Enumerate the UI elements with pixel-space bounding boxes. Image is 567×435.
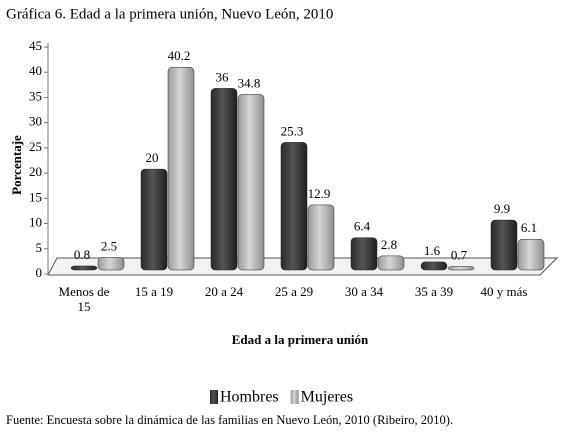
data-label: 9.9 [494,201,510,216]
data-label: 25.3 [281,123,304,138]
bar [377,255,405,271]
bar [140,168,168,271]
y-tick-label: 30 [29,114,42,129]
y-tick-label: 25 [29,139,42,154]
x-tick-label: Menos de 15 [58,284,110,314]
bar [420,261,448,271]
data-label: 2.5 [101,238,117,253]
x-tick-label: 25 a 29 [274,284,314,299]
legend-label: Hombres [220,389,279,406]
bar [70,265,98,271]
y-axis-title: Porcentaje [9,135,24,195]
bar [517,238,545,271]
legend-swatch [290,390,299,404]
bar [210,88,238,271]
y-tick-label: 45 [29,38,42,53]
data-label: 40.2 [168,48,191,63]
bar [447,266,475,271]
x-tick-label: 15 a 19 [134,284,174,299]
x-tick-label: 30 a 34 [344,284,384,299]
data-label: 6.4 [354,219,371,234]
x-axis-title: Edad a la primera unión [232,332,369,347]
y-tick-label: 40 [29,63,42,78]
y-tick-label: 35 [29,88,42,103]
data-label: 12.9 [308,186,331,201]
data-label: 0.7 [451,247,468,262]
legend-label: Mujeres [301,389,353,406]
x-tick-label: 40 y más [480,284,528,299]
y-tick-label: 0 [36,265,43,280]
y-tick-label: 10 [29,215,42,230]
data-label: 34.8 [238,75,261,90]
source-note: Fuente: Encuesta sobre la dinámica de la… [6,413,453,427]
bar [350,237,378,271]
data-label: 2.8 [381,237,397,252]
legend-swatch [210,390,218,404]
bar [490,219,518,271]
chart-title: Gráfica 6. Edad a la primera unión, Nuev… [6,6,333,22]
data-label: 36 [216,69,230,84]
x-tick-label: 35 a 39 [414,284,454,299]
data-label: 6.1 [521,220,537,235]
y-tick-label: 20 [29,164,42,179]
x-tick-label: 20 a 24 [204,284,244,299]
bar [167,66,195,271]
y-tick-label: 5 [36,240,43,255]
data-label: 20 [146,150,159,165]
data-label: 0.8 [74,247,90,262]
data-label: 1.6 [424,243,441,258]
y-tick-label: 15 [29,189,42,204]
bar [280,142,308,271]
bar [307,204,335,271]
bar [237,94,265,271]
bar [97,257,125,271]
